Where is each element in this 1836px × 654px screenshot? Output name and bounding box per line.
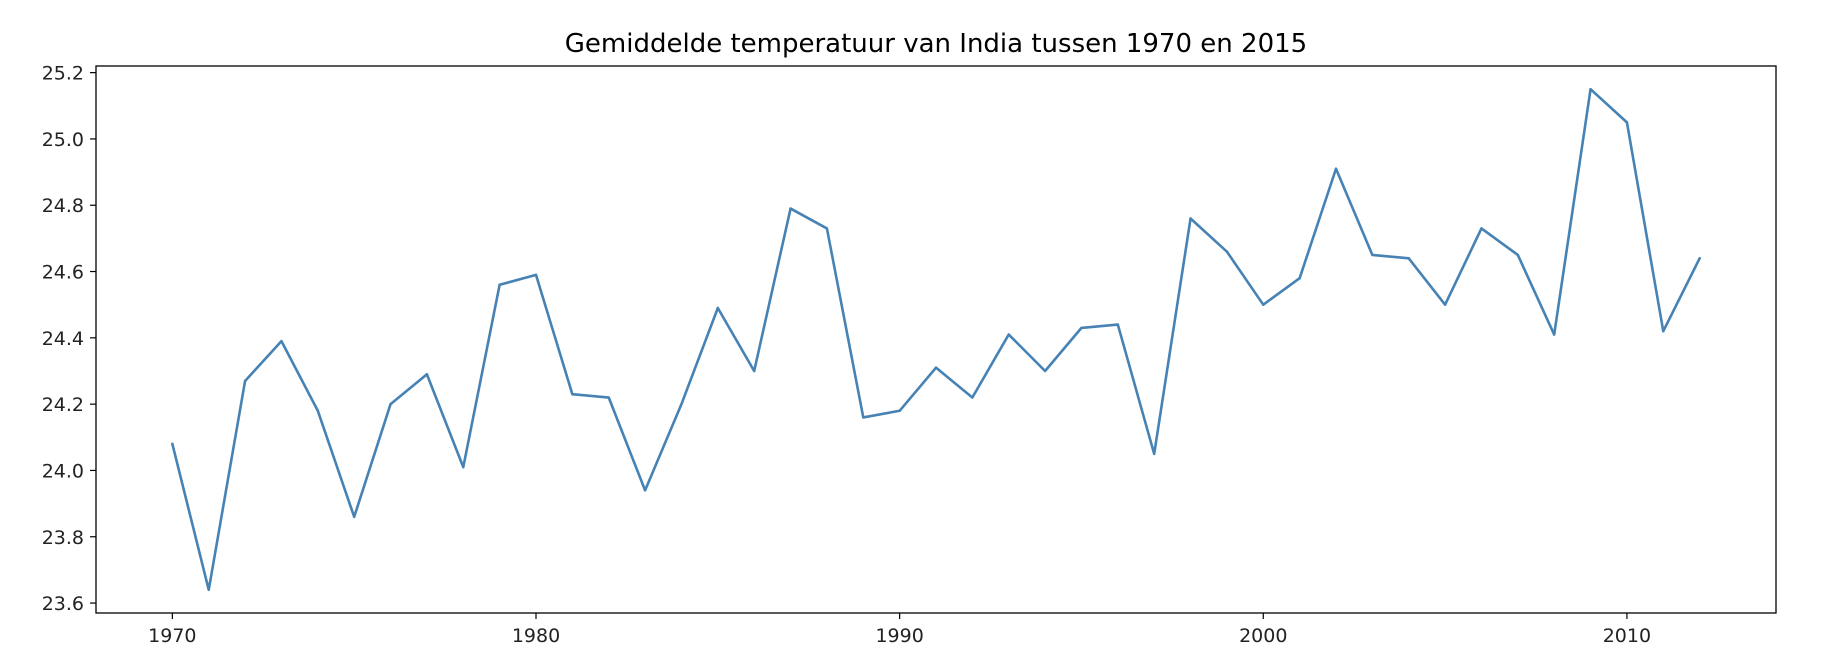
data-point bbox=[1516, 253, 1520, 257]
y-tick-label: 23.8 bbox=[42, 527, 84, 549]
data-point bbox=[1043, 369, 1047, 373]
y-tick-label: 25.2 bbox=[42, 63, 84, 85]
data-point bbox=[280, 339, 283, 343]
data-point bbox=[498, 283, 501, 286]
data-point bbox=[1080, 326, 1083, 330]
y-tick-label: 24.0 bbox=[42, 460, 84, 482]
data-point bbox=[207, 588, 210, 591]
data-point bbox=[425, 373, 429, 376]
data-point bbox=[934, 366, 938, 369]
data-point bbox=[862, 416, 865, 419]
x-tick-label: 2000 bbox=[1239, 625, 1287, 647]
data-point bbox=[1189, 217, 1192, 220]
x-tick-label: 1990 bbox=[875, 625, 923, 647]
data-point bbox=[752, 369, 756, 373]
data-point bbox=[352, 515, 356, 519]
data-point bbox=[462, 465, 465, 469]
y-tick-label: 24.8 bbox=[42, 195, 84, 217]
y-tick-label: 24.2 bbox=[42, 394, 84, 416]
series-layer bbox=[171, 87, 1701, 592]
data-point bbox=[971, 396, 974, 399]
data-point bbox=[1552, 333, 1556, 336]
x-tick-label: 2010 bbox=[1603, 625, 1651, 647]
chart-title: Gemiddelde temperatuur van India tussen … bbox=[565, 29, 1307, 59]
y-axis: 23.6 23.8 24.0 24.2 24.4 24.6 24.8 25.0 25.2 bbox=[42, 63, 96, 615]
series-line bbox=[171, 87, 1701, 592]
data-point bbox=[389, 402, 392, 406]
data-point bbox=[1298, 276, 1301, 280]
data-point bbox=[825, 227, 829, 230]
data-point bbox=[171, 442, 174, 446]
data-point bbox=[243, 379, 247, 383]
x-tick-label: 1970 bbox=[148, 625, 196, 647]
data-point bbox=[1334, 167, 1338, 170]
data-point bbox=[680, 402, 683, 406]
y-tick-label: 24.4 bbox=[42, 328, 84, 350]
data-point bbox=[1007, 333, 1010, 336]
data-point bbox=[1443, 303, 1447, 306]
data-point bbox=[643, 489, 647, 492]
y-tick-label: 23.6 bbox=[42, 593, 84, 615]
data-point bbox=[316, 409, 320, 412]
data-point bbox=[1152, 452, 1156, 456]
data-point bbox=[1262, 303, 1265, 306]
x-axis: 1970 1980 1990 2000 2010 bbox=[148, 613, 1651, 647]
x-tick-label: 1980 bbox=[512, 625, 560, 647]
data-point bbox=[716, 306, 720, 310]
data-point bbox=[1371, 253, 1374, 257]
data-point bbox=[898, 409, 901, 412]
data-point bbox=[1625, 121, 1629, 124]
data-point bbox=[1698, 257, 1701, 260]
data-point bbox=[534, 273, 538, 277]
data-point bbox=[607, 396, 610, 399]
data-point bbox=[1407, 257, 1410, 260]
y-tick-label: 24.6 bbox=[42, 262, 84, 284]
data-point bbox=[571, 393, 574, 396]
data-point bbox=[789, 207, 792, 210]
data-point bbox=[1589, 88, 1592, 91]
plot-area-frame bbox=[95, 65, 1777, 614]
data-point bbox=[1662, 330, 1665, 333]
data-point bbox=[1225, 250, 1229, 253]
data-point bbox=[1480, 227, 1483, 230]
y-tick-label: 25.0 bbox=[42, 129, 84, 151]
data-point bbox=[1116, 323, 1120, 326]
